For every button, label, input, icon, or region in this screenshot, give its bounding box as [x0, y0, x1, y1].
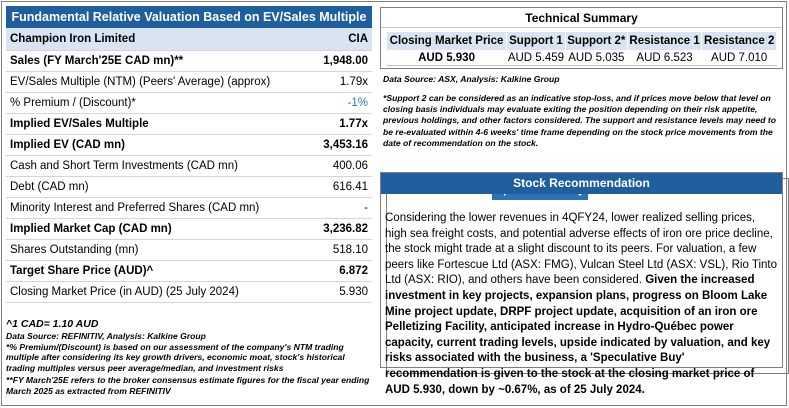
row-value: 518.10 [311, 239, 372, 261]
recommendation-text-bold: Given the increased investment in key pr… [385, 274, 771, 396]
row-label: Target Share Price (AUD)^ [6, 260, 312, 282]
row-label: Cash and Short Term Investments (CAD mn) [6, 155, 312, 177]
table-cell: AUD 6.523 [627, 50, 702, 66]
stock-recommendation-title: Stock Recommendation [381, 173, 782, 194]
row-label: EV/Sales Multiple (NTM) (Peers' Average)… [6, 71, 312, 93]
row-value: 400.06 [311, 155, 372, 177]
table-row: Sales (FY March'25E CAD mn)** 1,948.00 [6, 50, 372, 72]
company-ticker: CIA [311, 28, 372, 51]
company-row: Champion Iron Limited CIA [6, 28, 372, 51]
table-cell: AUD 5.930 [386, 50, 507, 66]
table-header-row: Closing Market Price Support 1 Support 2… [385, 31, 777, 51]
stock-recommendation-body: Considering the lower revenues in 4QFY24… [381, 194, 782, 398]
row-label: Closing Market Price (in AUD) (25 July 2… [6, 281, 312, 303]
column-header: Resistance 2 [701, 31, 777, 51]
table-cell: AUD 5.459 [506, 50, 566, 66]
support-note: *Support 2 can be considered as an indic… [383, 93, 777, 148]
row-label: Sales (FY March'25E CAD mn)** [6, 50, 312, 72]
valuation-panel: Fundamental Relative Valuation Based on … [6, 6, 789, 374]
valuation-header: Fundamental Relative Valuation Based on … [6, 6, 372, 28]
stock-recommendation-panel: Stock Recommendation Considering the low… [380, 172, 783, 396]
row-value: 6.872 [311, 260, 372, 282]
premium-note: *% Premium/(Discount) is based on our as… [6, 341, 345, 373]
row-value: -1% [311, 92, 372, 114]
table-row: Implied EV (CAD mn) 3,453.16 [6, 134, 372, 156]
table-row: Debt (CAD mn) 616.41 [6, 176, 372, 198]
row-label: Minority Interest and Preferred Shares (… [6, 197, 312, 219]
table-row: Shares Outstanding (mn) 518.10 [6, 239, 372, 261]
table-row: Implied Market Cap (CAD mn) 3,236.82 [6, 218, 372, 240]
source-note: Data Source: REFINITIV, Analysis: Kalkin… [6, 331, 206, 341]
table-cell: AUD 5.035 [565, 50, 628, 66]
row-value: - [311, 197, 372, 219]
table-row: EV/Sales Multiple (NTM) (Peers' Average)… [6, 71, 372, 93]
table-row: Implied EV/Sales Multiple 1.77x [6, 113, 372, 135]
table-row: Closing Market Price (in AUD) (25 July 2… [6, 281, 372, 303]
row-label: Implied EV/Sales Multiple [6, 113, 312, 135]
column-header: Support 2* [564, 31, 628, 51]
row-value: 1.79x [311, 71, 372, 93]
technical-summary-panel: Technical Summary Closing Market Price S… [380, 7, 783, 69]
row-value: 1.77x [311, 113, 372, 135]
company-label: Champion Iron Limited [6, 28, 312, 51]
recommendation-text: Considering the lower revenues in 4QFY24… [385, 212, 778, 287]
column-header: Resistance 1 [626, 31, 703, 51]
column-header: Closing Market Price [385, 31, 508, 51]
fy-note: **FY March'25E refers to the broker cons… [6, 375, 370, 396]
row-label: Implied EV (CAD mn) [6, 134, 312, 156]
table-row: Target Share Price (AUD)^ 6.872 [6, 260, 372, 282]
row-label: Shares Outstanding (mn) [6, 239, 312, 261]
row-value: 3,453.16 [311, 134, 372, 156]
fx-note: ^1 CAD= 1.10 AUD [6, 318, 99, 330]
row-value: 3,236.82 [311, 218, 372, 240]
technical-summary-title: Technical Summary [381, 8, 782, 28]
table-row: Minority Interest and Preferred Shares (… [6, 197, 372, 219]
table-cell: AUD 7.010 [701, 50, 777, 66]
row-value: 5.930 [311, 281, 372, 303]
valuation-notes: ^1 CAD= 1.10 AUD Data Source: REFINITIV,… [6, 318, 372, 397]
row-label: % Premium / (Discount)* [6, 92, 312, 114]
row-value: 1,948.00 [311, 50, 372, 72]
row-label: Implied Market Cap (CAD mn) [6, 218, 312, 240]
row-value: 616.41 [311, 176, 372, 198]
valuation-table: Champion Iron Limited CIA Sales (FY Marc… [6, 28, 789, 374]
table-row: AUD 5.930 AUD 5.459 AUD 5.035 AUD 6.523 … [386, 50, 777, 66]
table-row: % Premium / (Discount)* -1% [6, 92, 372, 114]
technical-source-note: Data Source: ASX, Analysis: Kalkine Grou… [383, 74, 560, 84]
row-label: Debt (CAD mn) [6, 176, 312, 198]
column-header: Support 1 [506, 31, 566, 51]
technical-summary-table: Closing Market Price Support 1 Support 2… [385, 31, 777, 66]
table-row: Cash and Short Term Investments (CAD mn)… [6, 155, 372, 177]
